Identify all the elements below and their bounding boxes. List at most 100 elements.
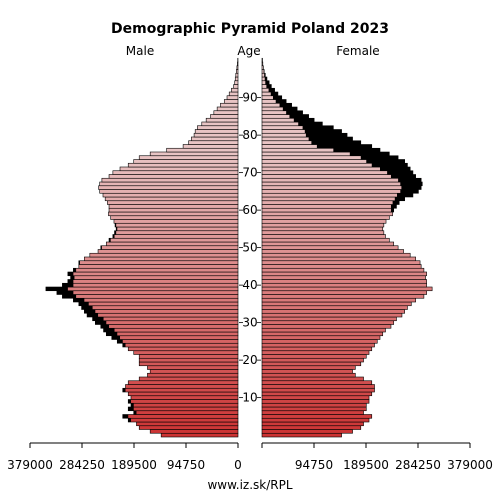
male-bar-age-54 bbox=[114, 230, 239, 235]
male-bar-age-94 bbox=[234, 80, 239, 85]
male-excess-age-56 bbox=[115, 223, 117, 227]
female-label: Female bbox=[336, 44, 379, 58]
female-bar-age-57 bbox=[261, 219, 387, 224]
female-bar-age-67 bbox=[261, 181, 423, 187]
female-excess-age-60 bbox=[390, 208, 394, 212]
male-bar-age-12 bbox=[122, 387, 239, 393]
male-excess-age-28 bbox=[103, 328, 115, 332]
male-bar-age-87 bbox=[216, 106, 239, 112]
female-excess-age-61 bbox=[390, 204, 397, 209]
male-bar-age-81 bbox=[194, 129, 239, 134]
male-excess-age-38 bbox=[56, 290, 74, 295]
male-bar-age-49 bbox=[97, 249, 239, 254]
male-excess-age-39 bbox=[45, 287, 68, 291]
male-label: Male bbox=[126, 44, 154, 58]
source-label: www.iz.sk/RPL bbox=[207, 478, 292, 492]
male-bar-age-91 bbox=[228, 91, 239, 97]
male-bar-age-1 bbox=[149, 429, 239, 434]
male-bar-age-22 bbox=[133, 350, 239, 355]
male-bar-age-62 bbox=[107, 200, 239, 205]
female-bar-age-65 bbox=[261, 189, 419, 194]
male-bar-age-40 bbox=[62, 282, 239, 288]
female-bar-age-50 bbox=[261, 245, 399, 250]
female-excess-age-64 bbox=[397, 193, 413, 197]
male-bar-age-92 bbox=[231, 87, 239, 93]
female-bar-age-39 bbox=[261, 286, 433, 292]
female-excess-age-82 bbox=[302, 125, 334, 130]
x-tick-left-label-189500: 189500 bbox=[111, 458, 157, 472]
female-excess-age-86 bbox=[286, 110, 303, 115]
age-tick-label-60: 60 bbox=[242, 203, 257, 217]
male-bar-age-43 bbox=[67, 271, 239, 277]
male-excess-age-26 bbox=[111, 335, 121, 340]
female-bar-age-52 bbox=[261, 237, 390, 243]
male-bar-age-25 bbox=[116, 339, 239, 344]
female-bar-age-11 bbox=[261, 391, 373, 397]
female-bar-age-63 bbox=[261, 196, 405, 202]
female-bar-age-6 bbox=[261, 410, 364, 415]
male-bars bbox=[45, 57, 239, 438]
male-bar-age-97 bbox=[236, 69, 239, 74]
age-tick-label-10: 10 bbox=[242, 391, 257, 405]
female-excess-age-69 bbox=[390, 174, 416, 179]
female-bar-age-40 bbox=[261, 282, 427, 288]
x-tick-left-label-94750: 94750 bbox=[167, 458, 205, 472]
male-bar-age-66 bbox=[98, 185, 239, 190]
male-bar-age-93 bbox=[233, 84, 239, 89]
female-bar-age-17 bbox=[261, 369, 353, 374]
male-bar-age-88 bbox=[220, 102, 239, 108]
female-bar-age-20 bbox=[261, 357, 364, 363]
female-bar-age-3 bbox=[261, 421, 364, 427]
female-bar-age-60 bbox=[261, 207, 395, 213]
female-bar-age-33 bbox=[261, 309, 405, 314]
female-bar-age-16 bbox=[261, 372, 356, 378]
male-bar-age-11 bbox=[127, 391, 239, 397]
male-bar-age-56 bbox=[114, 222, 239, 228]
male-bar-age-45 bbox=[78, 264, 239, 269]
male-excess-age-9 bbox=[128, 399, 131, 404]
male-bar-age-69 bbox=[108, 174, 239, 179]
male-excess-age-12 bbox=[122, 388, 126, 392]
female-bar-age-23 bbox=[261, 346, 373, 352]
age-tick-label-80: 80 bbox=[242, 128, 257, 142]
female-bar-age-66 bbox=[261, 185, 422, 190]
male-excess-age-27 bbox=[106, 332, 118, 336]
male-bar-age-65 bbox=[99, 189, 239, 194]
male-excess-age-37 bbox=[62, 294, 77, 299]
female-excess-age-76 bbox=[333, 148, 380, 152]
male-excess-age-8 bbox=[130, 403, 134, 407]
male-excess-age-4 bbox=[128, 418, 131, 422]
female-excess-age-66 bbox=[401, 185, 422, 190]
female-excess-age-75 bbox=[349, 152, 390, 156]
female-excess-age-95 bbox=[264, 77, 267, 81]
female-bar-age-51 bbox=[261, 241, 395, 247]
male-bar-age-42 bbox=[70, 275, 239, 280]
male-excess-age-54 bbox=[114, 230, 117, 235]
female-excess-age-62 bbox=[392, 200, 400, 205]
male-excess-age-29 bbox=[100, 324, 110, 329]
male-excess-age-36 bbox=[73, 298, 85, 302]
female-bar-age-34 bbox=[261, 305, 408, 310]
male-bar-age-3 bbox=[136, 421, 239, 427]
female-excess-age-79 bbox=[308, 137, 353, 141]
male-excess-age-40 bbox=[62, 283, 74, 287]
x-tick-left-label-284250: 284250 bbox=[59, 458, 105, 472]
male-bar-age-7 bbox=[127, 406, 239, 412]
male-bar-age-15 bbox=[138, 376, 239, 382]
male-bar-age-16 bbox=[147, 372, 239, 378]
female-excess-age-90 bbox=[272, 95, 282, 100]
male-bar-age-38 bbox=[56, 290, 239, 295]
male-bar-age-2 bbox=[138, 425, 239, 430]
x-tick-right-label-189500: 189500 bbox=[343, 458, 389, 472]
male-bar-age-6 bbox=[133, 410, 239, 415]
male-bar-age-90 bbox=[226, 95, 239, 100]
female-excess-age-85 bbox=[289, 114, 309, 119]
male-bar-age-21 bbox=[138, 354, 239, 359]
male-bar-age-95 bbox=[234, 76, 239, 82]
female-bar-age-15 bbox=[261, 376, 364, 382]
x-tick-right-label-379000: 379000 bbox=[447, 458, 493, 472]
male-bar-age-68 bbox=[101, 177, 239, 183]
male-bar-age-58 bbox=[110, 215, 239, 220]
female-excess-age-80 bbox=[305, 133, 348, 137]
male-bar-age-50 bbox=[100, 245, 239, 250]
